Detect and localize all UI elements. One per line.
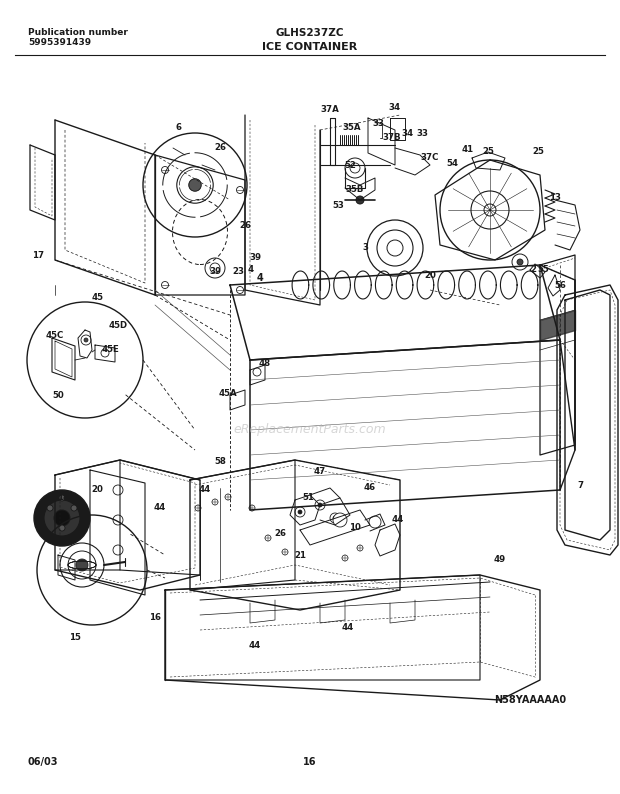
- Text: 44: 44: [249, 641, 261, 649]
- Circle shape: [318, 503, 322, 507]
- Text: 49: 49: [494, 556, 506, 565]
- Text: 25: 25: [482, 148, 494, 156]
- Text: 48: 48: [259, 359, 271, 368]
- Text: 20: 20: [424, 271, 436, 279]
- Circle shape: [356, 196, 364, 204]
- Text: 3: 3: [362, 244, 368, 252]
- Circle shape: [59, 495, 65, 501]
- Text: 45E: 45E: [101, 345, 119, 354]
- Circle shape: [54, 510, 70, 526]
- Text: 37A: 37A: [321, 106, 339, 114]
- Circle shape: [295, 507, 305, 517]
- Text: 58: 58: [214, 457, 226, 467]
- Circle shape: [101, 349, 109, 357]
- Text: ICE CONTAINER: ICE CONTAINER: [262, 42, 358, 52]
- Text: 16: 16: [303, 757, 317, 767]
- Circle shape: [71, 505, 77, 511]
- Circle shape: [333, 513, 347, 527]
- Text: 4: 4: [248, 265, 254, 275]
- Text: 34: 34: [389, 102, 401, 111]
- Text: 37C: 37C: [421, 153, 439, 163]
- Text: 6: 6: [175, 124, 181, 133]
- Circle shape: [47, 505, 53, 511]
- Text: 15: 15: [69, 634, 81, 642]
- Circle shape: [84, 338, 88, 342]
- Text: N58YAAAAA0: N58YAAAAA0: [494, 695, 566, 705]
- Text: 45C: 45C: [46, 330, 64, 340]
- Text: 18: 18: [57, 494, 69, 503]
- Text: 39: 39: [249, 253, 261, 263]
- Text: 45: 45: [92, 294, 104, 303]
- Text: 47: 47: [314, 468, 326, 476]
- Text: 26: 26: [214, 144, 226, 152]
- Text: 50: 50: [52, 391, 64, 399]
- Text: 2: 2: [530, 265, 536, 275]
- Text: 34: 34: [402, 129, 414, 137]
- Text: 37B: 37B: [383, 133, 401, 142]
- Circle shape: [188, 179, 202, 191]
- Text: 23: 23: [232, 268, 244, 276]
- Text: 33: 33: [372, 118, 384, 128]
- Circle shape: [59, 525, 65, 531]
- Text: 44: 44: [392, 515, 404, 525]
- Circle shape: [34, 490, 90, 546]
- Text: 39: 39: [209, 268, 221, 276]
- Text: 26: 26: [239, 221, 251, 229]
- Text: 44: 44: [199, 485, 211, 495]
- Text: 45D: 45D: [108, 321, 128, 330]
- Text: 16: 16: [149, 614, 161, 622]
- Text: 35B: 35B: [346, 186, 364, 195]
- Circle shape: [333, 516, 337, 520]
- Text: 10: 10: [349, 523, 361, 533]
- Text: 44: 44: [342, 623, 354, 633]
- Text: 51: 51: [302, 492, 314, 502]
- Text: 46: 46: [364, 484, 376, 492]
- Text: eReplacementParts.com: eReplacementParts.com: [234, 423, 386, 437]
- Text: 5995391439: 5995391439: [28, 38, 91, 47]
- Text: 21: 21: [294, 552, 306, 561]
- Text: 44: 44: [154, 503, 166, 512]
- Text: 17: 17: [32, 250, 44, 260]
- Text: Publication number: Publication number: [28, 28, 128, 37]
- Circle shape: [517, 259, 523, 265]
- Text: 25: 25: [532, 148, 544, 156]
- Text: 54: 54: [446, 159, 458, 168]
- Text: GLHS237ZC: GLHS237ZC: [276, 28, 344, 38]
- Text: 56: 56: [554, 280, 566, 290]
- Text: 35A: 35A: [343, 124, 361, 133]
- Text: 53: 53: [332, 201, 344, 210]
- Text: 55: 55: [537, 265, 549, 275]
- Circle shape: [76, 559, 88, 571]
- Circle shape: [44, 500, 80, 536]
- Text: 26: 26: [274, 529, 286, 538]
- Text: 41: 41: [462, 145, 474, 155]
- Text: 13: 13: [549, 194, 561, 202]
- Text: 33: 33: [416, 129, 428, 137]
- Text: 7: 7: [577, 480, 583, 489]
- Circle shape: [298, 510, 302, 514]
- Circle shape: [315, 500, 325, 510]
- Text: 52: 52: [344, 160, 356, 169]
- Circle shape: [330, 513, 340, 523]
- Text: 4: 4: [257, 273, 264, 283]
- Text: 45A: 45A: [219, 388, 237, 398]
- Text: 06/03: 06/03: [28, 757, 58, 767]
- Text: 20: 20: [91, 485, 103, 495]
